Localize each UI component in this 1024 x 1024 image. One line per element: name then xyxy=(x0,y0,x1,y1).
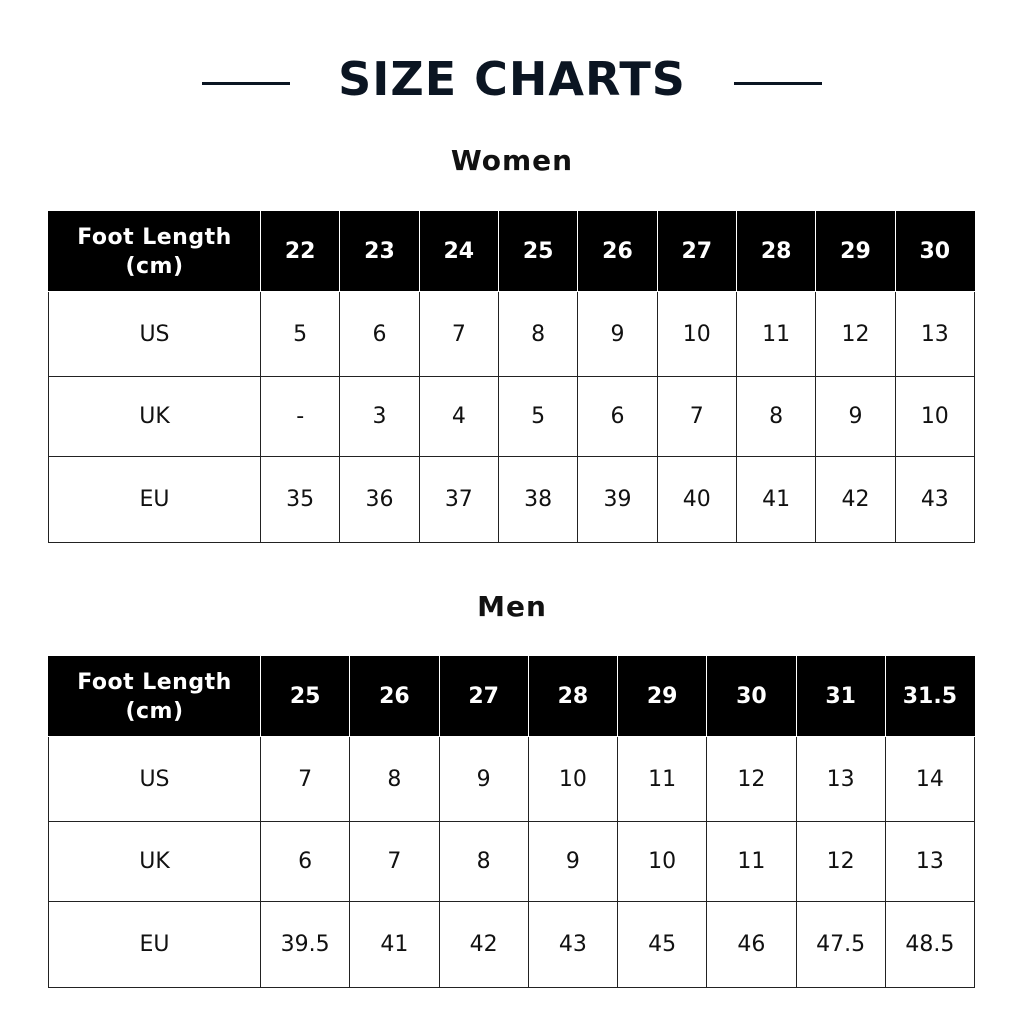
size-cell: 12 xyxy=(795,821,886,902)
foot-length-column-header: 30 xyxy=(706,656,797,737)
size-cell: 8 xyxy=(735,376,817,457)
size-cell: 9 xyxy=(438,736,529,822)
table-row-us: US 5 6 7 8 9 10 11 12 13 xyxy=(48,291,976,377)
size-cell: 7 xyxy=(259,736,351,822)
size-cell: 36 xyxy=(339,456,420,543)
foot-length-column-header: 22 xyxy=(259,211,341,292)
size-cell: 11 xyxy=(735,291,817,377)
foot-length-column-header: 30 xyxy=(894,211,976,292)
size-cell: 4 xyxy=(418,376,499,457)
size-cell: 14 xyxy=(884,736,976,822)
size-cell: 10 xyxy=(894,376,976,457)
size-cell: 5 xyxy=(497,376,579,457)
size-cell: 40 xyxy=(656,456,737,543)
size-cell: 10 xyxy=(616,821,708,902)
size-cell: 8 xyxy=(349,736,440,822)
women-size-table: Foot Length (cm) 22 23 24 25 26 27 28 29 30 US 5 6 7 8 9… xyxy=(48,211,976,543)
men-heading: Men xyxy=(477,590,547,623)
size-cell: 6 xyxy=(577,376,658,457)
size-cell: 7 xyxy=(349,821,440,902)
men-size-table: Foot Length (cm) 25 26 27 28 29 30 31 31.5 US 7 8 9 10… xyxy=(48,656,976,988)
row-label: EU xyxy=(48,456,261,543)
size-cell: 7 xyxy=(418,291,499,377)
foot-length-column-header: 31.5 xyxy=(884,656,976,737)
foot-length-header: Foot Length (cm) xyxy=(48,211,261,292)
size-cell: 38 xyxy=(497,456,579,543)
size-cell: 9 xyxy=(815,376,896,457)
foot-length-column-header: 29 xyxy=(815,211,896,292)
row-label: US xyxy=(48,736,261,822)
table-row-eu: EU 35 36 37 38 39 40 41 42 43 xyxy=(48,456,976,543)
size-cell: 43 xyxy=(527,901,619,988)
size-cell: 42 xyxy=(815,456,896,543)
women-heading: Women xyxy=(450,144,574,177)
foot-length-column-header: 28 xyxy=(527,656,619,737)
size-cell: 10 xyxy=(656,291,737,377)
foot-length-column-header: 27 xyxy=(656,211,737,292)
page-title: SIZE CHARTS xyxy=(338,52,686,106)
table-row-us: US 7 8 9 10 11 12 13 14 xyxy=(48,736,976,822)
size-cell: 41 xyxy=(735,456,817,543)
size-cell: 12 xyxy=(706,736,797,822)
size-cell: 35 xyxy=(259,456,341,543)
size-cell: 41 xyxy=(349,901,440,988)
size-cell: 10 xyxy=(527,736,619,822)
foot-length-header: Foot Length (cm) xyxy=(48,656,261,737)
row-label: UK xyxy=(48,821,261,902)
size-cell: 13 xyxy=(894,291,976,377)
foot-length-column-header: 28 xyxy=(735,211,817,292)
title-rule-left xyxy=(202,82,290,85)
header-row: Foot Length (cm) 25 26 27 28 29 30 31 31.5 xyxy=(48,656,976,737)
size-cell: 46 xyxy=(706,901,797,988)
size-cell: 39.5 xyxy=(259,901,351,988)
size-cell: 3 xyxy=(339,376,420,457)
foot-length-column-header: 24 xyxy=(418,211,499,292)
foot-length-column-header: 26 xyxy=(349,656,440,737)
row-label: EU xyxy=(48,901,261,988)
size-cell: 9 xyxy=(577,291,658,377)
size-cell: 48.5 xyxy=(884,901,976,988)
table-row-uk: UK -3 4 5 6 7 8 9 10 xyxy=(48,376,976,457)
size-cell: 7 xyxy=(656,376,737,457)
size-cell: 6 xyxy=(259,821,351,902)
foot-length-column-header: 29 xyxy=(616,656,708,737)
foot-length-column-header: 26 xyxy=(577,211,658,292)
size-cell: 43 xyxy=(894,456,976,543)
table-row-eu: EU 39.5 41 42 43 45 46 47.5 48.5 xyxy=(48,901,976,988)
header-row: Foot Length (cm) 22 23 24 25 26 27 28 29 30 xyxy=(48,211,976,292)
size-cell: 13 xyxy=(884,821,976,902)
size-cell: 45 xyxy=(616,901,708,988)
size-cell: 39 xyxy=(577,456,658,543)
size-cell: 5 xyxy=(259,291,341,377)
row-label: UK xyxy=(48,376,261,457)
size-cell: 13 xyxy=(795,736,886,822)
size-cell: 8 xyxy=(438,821,529,902)
foot-length-column-header: 31 xyxy=(795,656,886,737)
size-cell: 11 xyxy=(616,736,708,822)
size-cell: 8 xyxy=(497,291,579,377)
title-rule-right xyxy=(734,82,822,85)
foot-length-column-header: 23 xyxy=(339,211,420,292)
size-cell: 42 xyxy=(438,901,529,988)
foot-length-column-header: 25 xyxy=(497,211,579,292)
table-row-uk: UK 6 7 8 9 10 11 12 13 xyxy=(48,821,976,902)
size-cell: 6 xyxy=(339,291,420,377)
row-label: US xyxy=(48,291,261,377)
size-cell: 37 xyxy=(418,456,499,543)
size-cell: 47.5 xyxy=(795,901,886,988)
size-cell: - xyxy=(259,376,341,457)
size-cell: 12 xyxy=(815,291,896,377)
foot-length-column-header: 27 xyxy=(438,656,529,737)
size-cell: 11 xyxy=(706,821,797,902)
foot-length-column-header: 25 xyxy=(259,656,351,737)
size-cell: 9 xyxy=(527,821,619,902)
